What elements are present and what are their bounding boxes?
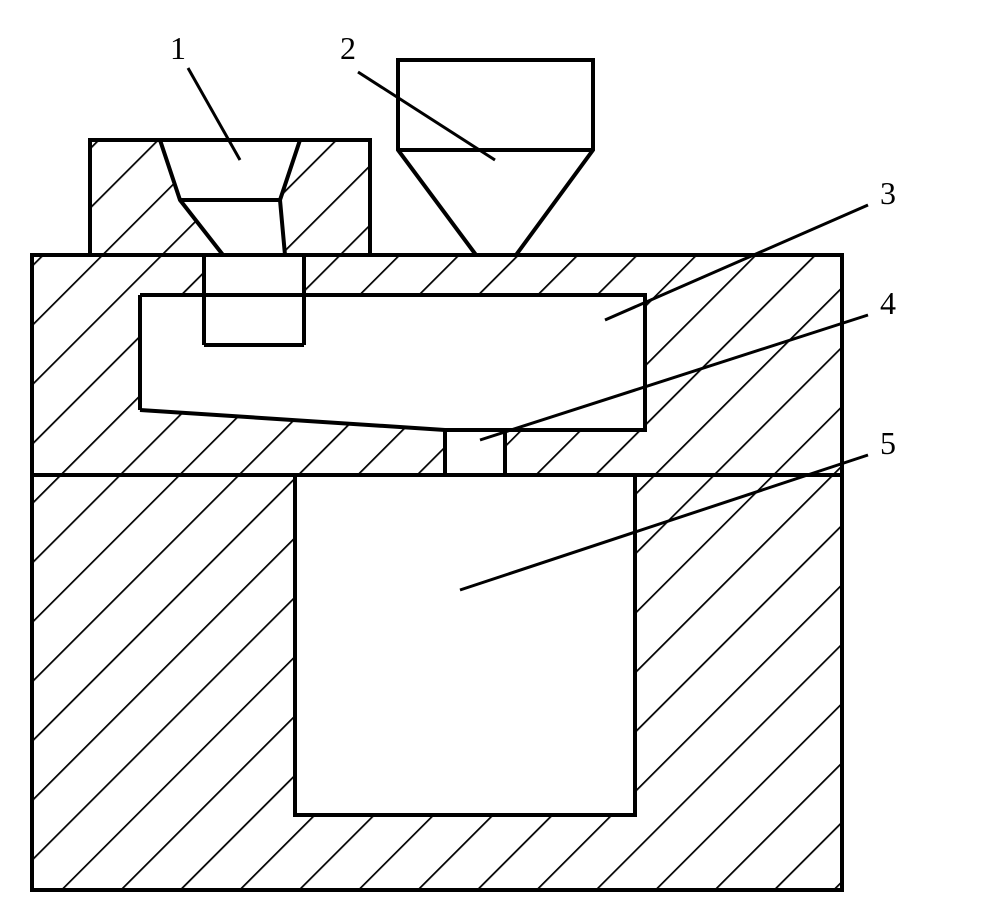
label-1: 1: [170, 30, 186, 67]
label-5: 5: [880, 425, 896, 462]
label-3: 3: [880, 175, 896, 212]
leader-2: [358, 72, 495, 160]
hopper: [398, 60, 593, 255]
label-4: 4: [880, 285, 896, 322]
label-2: 2: [340, 30, 356, 67]
